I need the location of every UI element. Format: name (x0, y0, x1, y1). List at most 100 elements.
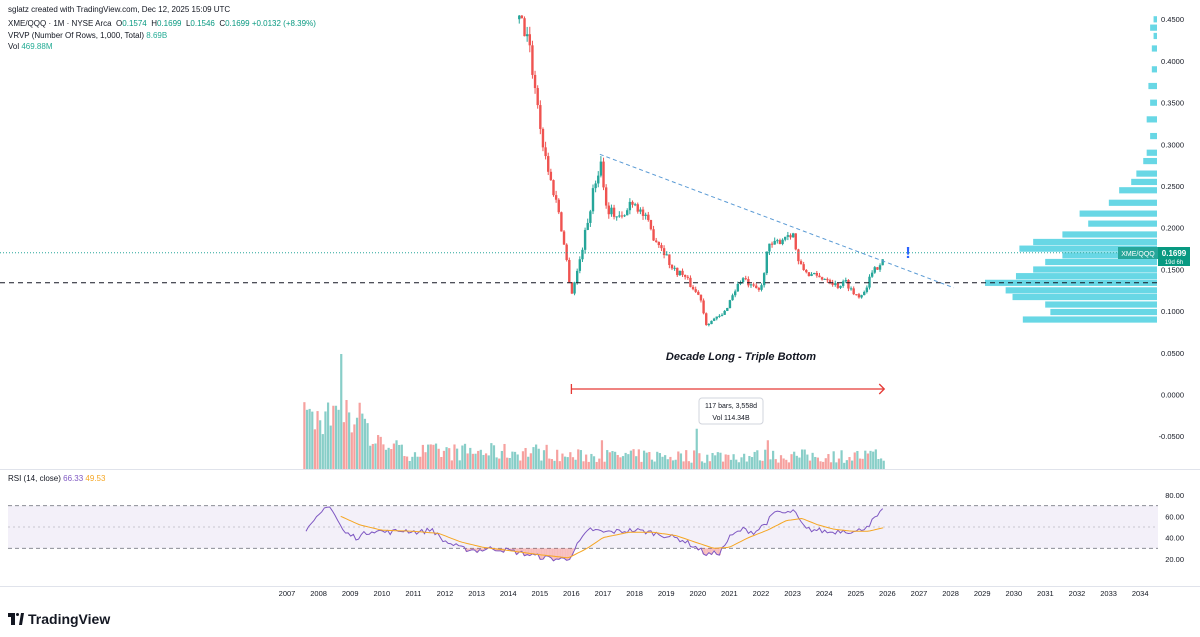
volume-profile-bar (1062, 231, 1157, 238)
candle-body (647, 214, 650, 221)
candle-body (591, 188, 595, 212)
volume-legend[interactable]: Vol 469.88M (8, 42, 53, 52)
tradingview-logo[interactable]: TradingView (8, 611, 110, 627)
volume-bar (453, 444, 456, 469)
price-axis-label: -0.0500 (1159, 432, 1184, 441)
volume-bar (361, 413, 364, 469)
exclamation-icon[interactable]: ! (905, 245, 910, 262)
x-axis-label: 2008 (310, 589, 327, 598)
candle-body (749, 284, 753, 286)
volume-bar (450, 460, 453, 469)
candle-body (868, 276, 871, 288)
rsi-ma-line (340, 515, 884, 559)
candle-body (873, 267, 876, 273)
candle-body (639, 209, 642, 212)
rsi-axis-label: 80.00 (1165, 491, 1184, 500)
symbol-legend[interactable]: XME/QQQ · 1M · NYSE Arca O0.1574 H0.1699… (8, 19, 316, 29)
candle-body (623, 215, 626, 217)
volume-bar (324, 411, 327, 469)
volume-bar (769, 459, 772, 469)
volume-bar (851, 460, 854, 469)
rsi-legend[interactable]: RSI (14, close) 66.33 49.53 (8, 474, 105, 484)
candle-body (834, 283, 837, 285)
volume-bar (340, 354, 343, 469)
volume-bar (782, 458, 785, 469)
rsi-axis-label: 40.00 (1165, 534, 1184, 543)
change-value: +0.0132 (+8.39%) (251, 19, 316, 28)
candle-body (823, 278, 826, 280)
vrvp-legend[interactable]: VRVP (Number Of Rows, 1,000, Total) 8.69… (8, 31, 167, 41)
candle-body (541, 128, 545, 148)
candle-body (620, 215, 624, 217)
volume-bar (835, 462, 838, 469)
candle-body (812, 272, 816, 275)
volume-bar (363, 418, 367, 469)
candle-body (636, 204, 639, 212)
candle-body (694, 289, 697, 292)
volume-bar (471, 453, 475, 469)
volume-bar (661, 456, 664, 469)
candle-body (607, 205, 610, 215)
volume-profile-bar (1033, 238, 1157, 246)
candle-body (765, 251, 768, 274)
volume-bar (434, 443, 438, 469)
candle-body (849, 288, 853, 290)
price-axis-label: 0.4500 (1161, 15, 1184, 24)
volume-bar (764, 449, 767, 469)
candle-body (536, 88, 539, 106)
candle-body (565, 244, 568, 260)
candle-body (597, 175, 600, 184)
x-axis-label: 2020 (689, 589, 706, 598)
volume-bar (487, 455, 490, 469)
candle-body (715, 316, 718, 319)
volume-bar (350, 432, 353, 469)
volume-bar (561, 453, 564, 469)
vol-value: 469.88M (21, 42, 53, 51)
volume-bar (864, 450, 867, 469)
volume-bar (537, 448, 540, 469)
volume-bar (735, 459, 738, 469)
volume-bar (524, 447, 527, 469)
candle-body (794, 233, 797, 250)
x-axis-label: 2032 (1069, 589, 1086, 598)
volume-bar (519, 460, 522, 469)
volume-bar (369, 445, 372, 469)
volume-bar (479, 449, 482, 469)
candle-body (752, 284, 755, 286)
volume-profile-bar (1150, 99, 1157, 106)
candle-body (847, 280, 850, 289)
volume-bar (845, 460, 848, 469)
volume-bar (674, 459, 677, 469)
price-axis-label: 0.2500 (1161, 182, 1184, 191)
volume-bar (329, 425, 332, 469)
candle-body (712, 318, 716, 321)
volume-bar (619, 457, 622, 469)
candle-body (702, 300, 705, 314)
volume-bar (366, 423, 369, 469)
x-axis-label: 2016 (563, 589, 580, 598)
candle-body (547, 156, 550, 172)
volume-bar (693, 450, 696, 469)
volume-profile-bar (1088, 220, 1157, 227)
trendline (599, 153, 954, 289)
candle-body (705, 313, 708, 325)
volume-bar (321, 434, 324, 469)
volume-bar (355, 417, 359, 469)
candle-body (841, 281, 845, 286)
vrvp-value: 8.69B (146, 31, 168, 40)
volume-bar (606, 450, 609, 469)
volume-bar (571, 457, 575, 469)
volume-bar (653, 461, 656, 469)
volume-bar (503, 443, 506, 469)
volume-bar (413, 452, 417, 469)
x-axis-label: 2019 (658, 589, 675, 598)
volume-bar (832, 451, 835, 469)
volume-bar (642, 450, 646, 469)
candle-body (683, 274, 687, 277)
volume-bar (542, 450, 546, 469)
candle-body (781, 239, 784, 245)
candle-body (691, 286, 695, 290)
volume-bar (629, 450, 633, 469)
volume-profile-bar (1019, 245, 1157, 252)
volume-profile-bar (1033, 266, 1157, 273)
